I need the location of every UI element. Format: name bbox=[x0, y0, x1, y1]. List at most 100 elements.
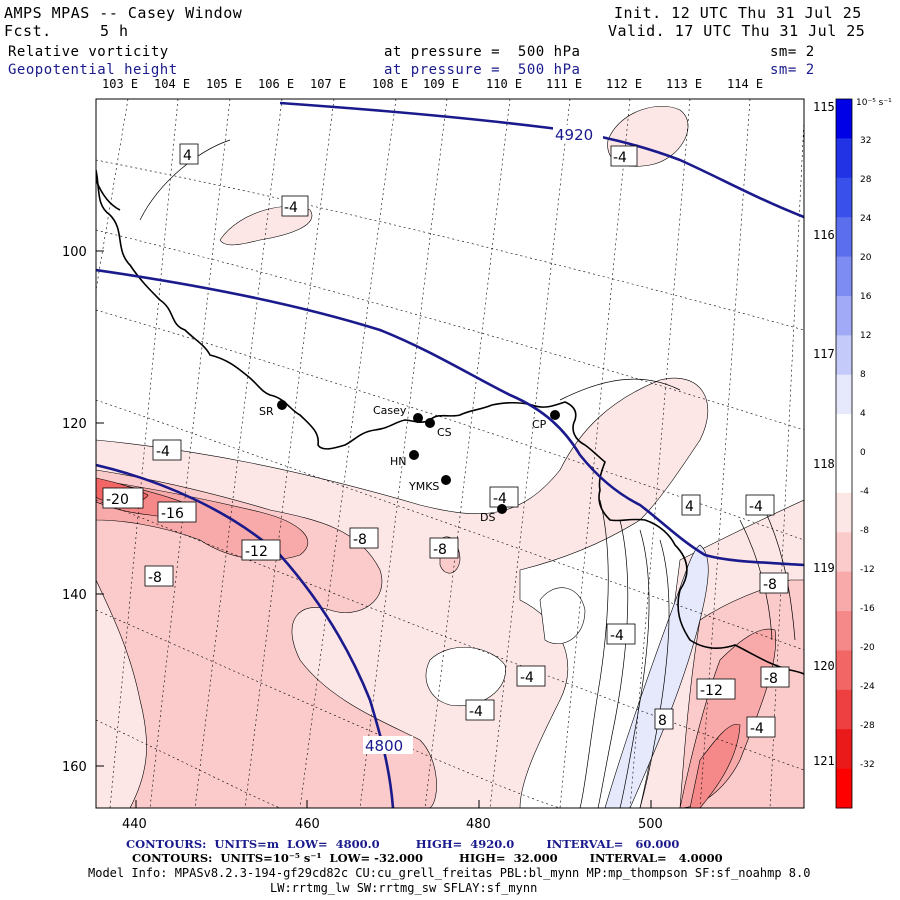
y-tick-label: 160 bbox=[62, 760, 87, 775]
contour-label: 8 bbox=[654, 708, 674, 730]
station-marker-casey[interactable] bbox=[413, 413, 423, 423]
contour-label-text: -4 bbox=[520, 670, 534, 686]
stations: SR Casey CS HN YMKS DS CP bbox=[259, 400, 560, 524]
station-label-sr: SR bbox=[259, 405, 274, 418]
colorbar-frame bbox=[835, 98, 853, 809]
colorbar-segment bbox=[836, 768, 852, 809]
x-tick-label: 440 bbox=[122, 817, 147, 832]
plot-title: AMPS MPAS -- Casey Window bbox=[4, 4, 243, 22]
colorbar-segment bbox=[836, 295, 852, 336]
station-label-cp: CP bbox=[532, 418, 547, 431]
colorbar-tick-label: -24 bbox=[860, 682, 875, 692]
contour-label-text: -8 bbox=[763, 577, 777, 593]
colorbar-segment bbox=[836, 532, 852, 573]
footer-height-contours: CONTOURS: UNITS=m LOW= 4800.0 HIGH= 4920… bbox=[126, 837, 680, 851]
height-labels: 4920 4800 bbox=[363, 125, 603, 755]
colorbar bbox=[835, 98, 853, 809]
contour-label-text: -4 bbox=[613, 150, 627, 166]
station-marker-cs[interactable] bbox=[425, 418, 435, 428]
station-marker-cp[interactable] bbox=[550, 410, 560, 420]
colorbar-segment bbox=[836, 414, 852, 454]
contour-label-text: -4 bbox=[749, 499, 763, 515]
station-label-casey: Casey bbox=[373, 404, 407, 417]
lon-label-113: 113 E bbox=[666, 77, 703, 91]
station-label-hn: HN bbox=[390, 455, 407, 468]
lon-label-114: 114 E bbox=[727, 77, 764, 91]
lon-label-104: 104 E bbox=[154, 77, 191, 91]
contour-label: -4 bbox=[281, 195, 309, 217]
init-time: Init. 12 UTC Thu 31 Jul 25 bbox=[614, 4, 862, 22]
lon-label-105: 105 E bbox=[206, 77, 243, 91]
colorbar-segment bbox=[836, 217, 852, 258]
forecast-label: Fcst. bbox=[4, 22, 52, 40]
lon-label-111: 111 E bbox=[546, 77, 583, 91]
footer-vorticity-contours: CONTOURS: UNITS=10⁻⁵ s⁻¹ LOW= -32.000 HI… bbox=[132, 851, 723, 865]
contour-label-text: -4 bbox=[284, 200, 298, 216]
contour-label: -4 bbox=[746, 716, 776, 738]
station-marker-ds[interactable] bbox=[497, 504, 507, 514]
colorbar-tick-label: -32 bbox=[860, 760, 875, 770]
contour-label: -4 bbox=[152, 439, 182, 461]
contour-label: 4 bbox=[681, 494, 701, 516]
colorbar-tick-label: 0 bbox=[860, 448, 866, 458]
y-tick-label: 100 bbox=[62, 245, 87, 260]
colorbar-segment bbox=[836, 256, 852, 297]
colorbar-tick-label: 24 bbox=[860, 214, 872, 224]
colorbar-tick-label: -4 bbox=[860, 487, 869, 497]
contour-label: -4 bbox=[610, 145, 638, 167]
station-marker-ymks[interactable] bbox=[441, 475, 451, 485]
contour-label-text: -8 bbox=[433, 542, 447, 558]
footer-model-info-2: LW:rrtmg_lw SW:rrtmg_sw SFLAY:sf_mynn bbox=[270, 881, 538, 895]
colorbar-segment bbox=[836, 689, 852, 730]
station-label-ds: DS bbox=[480, 511, 495, 524]
field2-level: at pressure = 500 hPa bbox=[384, 62, 581, 78]
field1-smoothing: sm= 2 bbox=[770, 44, 815, 60]
contour-label-text: -16 bbox=[161, 506, 184, 522]
contour-label: -4 bbox=[745, 494, 775, 516]
field1-level: at pressure = 500 hPa bbox=[384, 44, 581, 60]
contour-label: -16 bbox=[157, 501, 197, 523]
valid-time: Valid. 17 UTC Thu 31 Jul 25 bbox=[608, 22, 866, 40]
station-marker-sr[interactable] bbox=[277, 400, 287, 410]
colorbar-tick-label: -12 bbox=[860, 565, 875, 575]
contour-label: -4 bbox=[465, 699, 495, 721]
station-label-cs: CS bbox=[437, 426, 452, 439]
contour-label-text: -4 bbox=[610, 628, 624, 644]
contour-label: -4 bbox=[489, 486, 519, 508]
colorbar-tick-label: 8 bbox=[860, 370, 866, 380]
contour-label-text: -8 bbox=[353, 532, 367, 548]
contour-label-text: -4 bbox=[493, 491, 507, 507]
x-axis: 440 460 480 500 bbox=[122, 800, 663, 832]
colorbar-tick-label: 28 bbox=[860, 175, 872, 185]
contour-label-text: -4 bbox=[156, 444, 170, 460]
station-marker-hn[interactable] bbox=[409, 450, 419, 460]
contour-label: -4 bbox=[606, 623, 636, 645]
contour-label-text: -20 bbox=[106, 492, 129, 508]
colorbar-segment bbox=[836, 611, 852, 651]
field2-name: Geopotential height bbox=[8, 62, 178, 78]
colorbar-segment bbox=[836, 453, 852, 494]
footer-model-info: Model Info: MPASv8.2.3-194-gf29cd82c CU:… bbox=[88, 866, 811, 880]
contour-label-text: -4 bbox=[750, 721, 764, 737]
contour-label-text: -12 bbox=[245, 544, 268, 560]
colorbar-segment bbox=[836, 335, 852, 376]
lon-label-108: 108 E bbox=[372, 77, 409, 91]
x-tick-label: 480 bbox=[466, 817, 491, 832]
contour-label-text: 4 bbox=[685, 499, 694, 515]
plot-frame bbox=[95, 98, 805, 809]
colorbar-tick-label: -8 bbox=[860, 526, 869, 536]
contour-label-text: -8 bbox=[148, 570, 162, 586]
contour-label: 4 bbox=[179, 143, 199, 165]
colorbar-segment bbox=[836, 571, 852, 612]
colorbar-segment bbox=[836, 177, 852, 218]
contour-label: -12 bbox=[696, 678, 736, 700]
coastline bbox=[96, 169, 804, 675]
contour-label-text: 8 bbox=[658, 713, 667, 729]
colorbar-segment bbox=[836, 729, 852, 770]
lon-label-112: 112 E bbox=[606, 77, 643, 91]
x-tick-label: 500 bbox=[638, 817, 663, 832]
colorbar-segment bbox=[836, 650, 852, 691]
shaded-fields bbox=[96, 99, 804, 808]
colorbar-tick-label: 20 bbox=[860, 253, 872, 263]
